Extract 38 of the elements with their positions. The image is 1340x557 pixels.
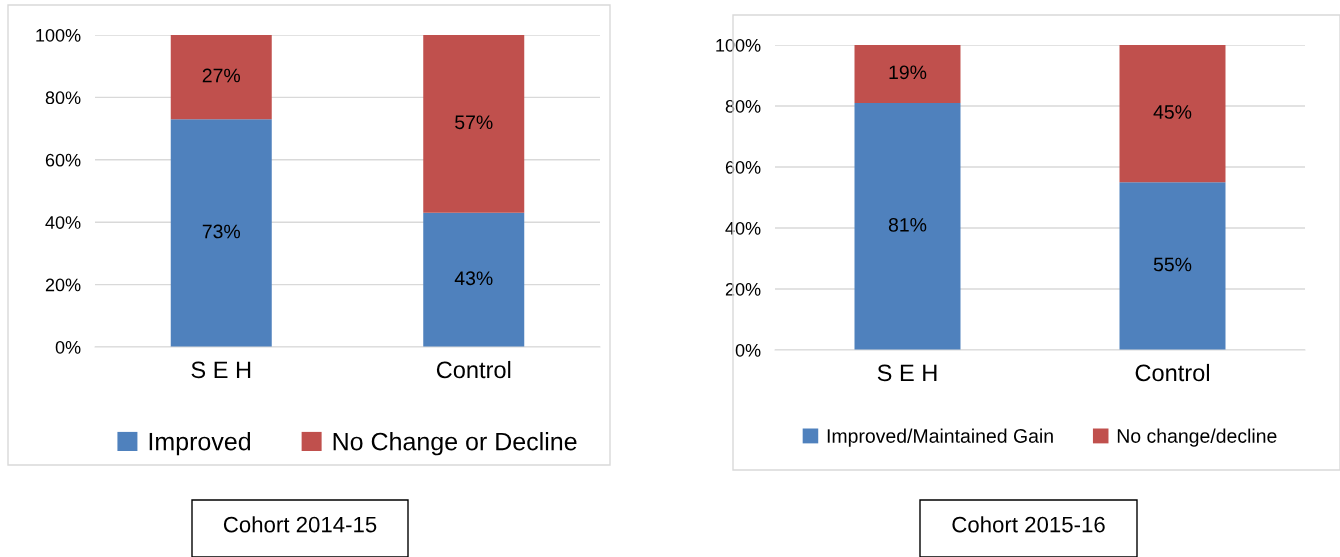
y-tick-label: 20%: [45, 278, 81, 292]
bar: [1119, 182, 1226, 350]
bar: [423, 35, 525, 213]
bar: [170, 35, 272, 120]
y-tick-label: 100%: [716, 38, 761, 52]
x-tick-label: Control: [1135, 363, 1209, 382]
data-label: 81%: [888, 217, 927, 232]
y-tick-label: 60%: [725, 160, 761, 174]
y-tick-label: 20%: [725, 282, 761, 296]
y-tick-label: 80%: [725, 99, 761, 113]
data-label: 27%: [202, 68, 241, 83]
y-tick-label: 0%: [735, 343, 761, 357]
bar: [423, 212, 525, 347]
x-tick-label: S E H: [191, 361, 251, 379]
y-tick-label: 0%: [55, 340, 81, 354]
data-label: 43%: [454, 271, 493, 286]
data-label: 45%: [1153, 105, 1192, 119]
data-label: 55%: [1153, 257, 1192, 272]
text: Cohort 2014-15: [223, 516, 377, 533]
bar: [170, 119, 272, 347]
y-tick-label: 40%: [725, 221, 761, 235]
legend-label: No change/decline: [1117, 428, 1277, 447]
legend-label: Improved/Maintained Gain: [827, 428, 1053, 447]
data-label: 19%: [889, 65, 927, 80]
y-tick-label: 60%: [45, 153, 81, 167]
text: Cohort 2015-16: [952, 516, 1105, 533]
x-tick-label: Control: [436, 360, 511, 379]
data-label: 57%: [455, 115, 493, 130]
y-tick-label: 100%: [36, 28, 81, 42]
x-tick-label: S E H: [877, 364, 937, 382]
bar: [854, 45, 961, 103]
legend-label: No Change or Decline: [333, 432, 577, 456]
data-label: 73%: [202, 224, 241, 239]
bar: [854, 102, 961, 350]
y-tick-label: 40%: [45, 216, 81, 229]
y-tick-label: 80%: [45, 91, 81, 105]
legend-label: Improved: [149, 432, 251, 456]
bar: [1119, 45, 1226, 183]
